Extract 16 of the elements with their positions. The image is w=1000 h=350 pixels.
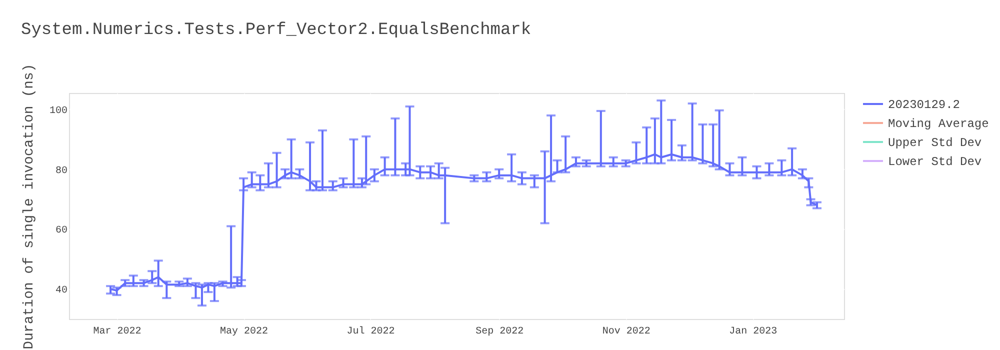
legend-label: Lower Std Dev [888, 155, 982, 169]
legend-label: Moving Average [888, 117, 989, 131]
y-axis-title: Duration of single invocation (ns) [21, 64, 38, 350]
y-tick-label: 100 [49, 106, 68, 117]
x-tick-label: May 2022 [220, 326, 268, 338]
x-tick-label: Nov 2022 [602, 326, 650, 338]
legend-label: 20230129.2 [888, 98, 960, 112]
x-tick-label: Jul 2022 [346, 326, 395, 338]
legend-label: Upper Std Dev [888, 136, 982, 150]
y-tick-label: 40 [55, 286, 68, 297]
chart-title: System.Numerics.Tests.Perf_Vector2.EqualsBenchmark [20, 21, 532, 40]
y-tick-label: 60 [55, 226, 68, 237]
x-tick-label: Jan 2023 [729, 326, 778, 338]
x-tick-label: Sep 2022 [476, 326, 524, 338]
x-tick-label: Mar 2022 [93, 326, 142, 338]
y-tick-label: 80 [55, 166, 68, 177]
